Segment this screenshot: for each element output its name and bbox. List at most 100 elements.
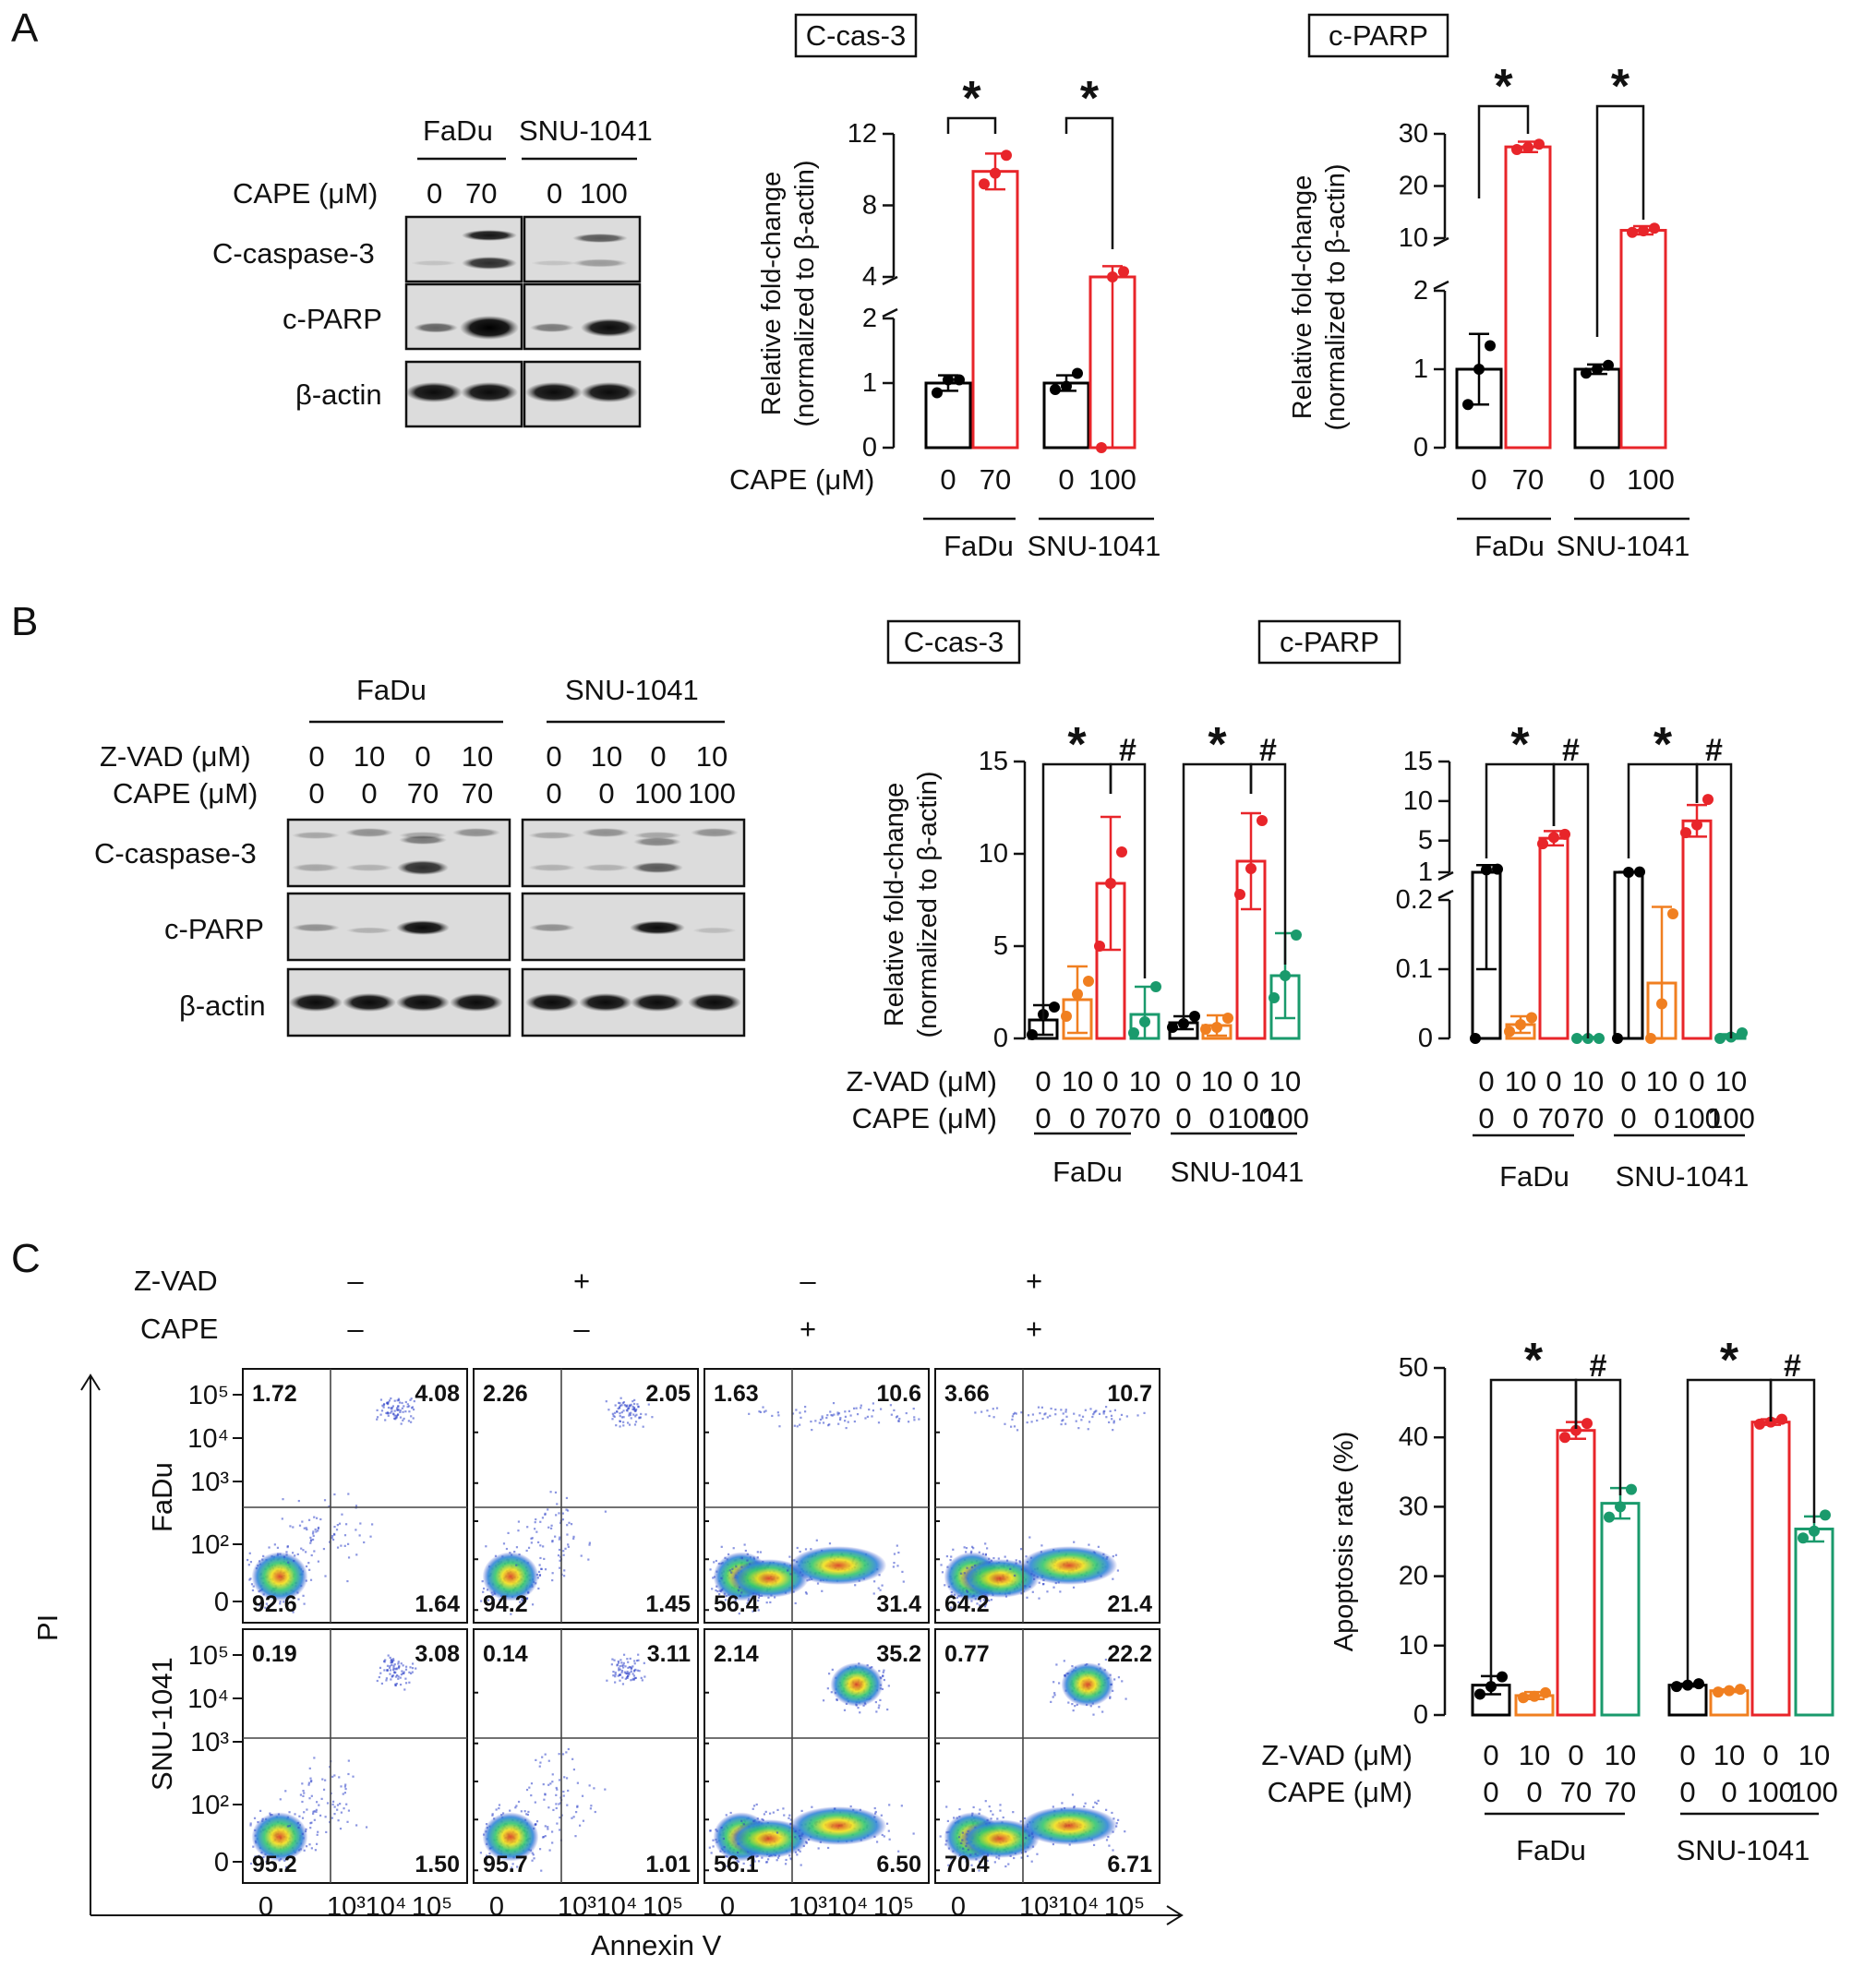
chart-b-ccas3-ytick-label: 15 [979,747,1008,776]
flow-event [730,1601,733,1604]
flow-event [385,1677,388,1680]
flow-event [1098,1663,1100,1666]
flow-event [1116,1569,1120,1572]
flow-event [644,1413,647,1416]
flow-event [562,1790,565,1793]
flow-q-ul: 0.77 [944,1641,990,1667]
flow-event [965,1551,968,1553]
flow-event [336,1524,339,1527]
blot-b-cape-2: 70 [407,777,439,810]
flow-event [1012,1811,1015,1814]
flow-event [1143,1411,1146,1414]
flow-event [369,1535,372,1538]
flow-event [391,1406,393,1409]
chart-a-ccas3-xlabels-dose-0: 0 [940,463,956,496]
flow-event [561,1512,564,1515]
flow-event [758,1410,761,1413]
chart-a-cparp-break [1433,280,1449,291]
flow-event [888,1838,891,1841]
flow-event [897,1420,900,1422]
flow-event [342,1793,344,1795]
flow-event [535,1518,537,1521]
flow-q-ul: 0.14 [483,1641,528,1667]
chart-b-cparp-point-3-0 [1571,1033,1582,1044]
flow-event [358,1534,361,1537]
flow-event [748,1412,751,1415]
flow-event [531,1537,534,1540]
flow-event [308,1843,311,1846]
flow-event [1036,1419,1039,1422]
flow-event [566,1533,569,1536]
flow-event [306,1528,308,1531]
flow-event [588,1784,591,1787]
flow-event [582,1819,585,1822]
flow-event [1019,1561,1022,1564]
chart-b-cparp-point-1-1 [1515,1019,1526,1030]
chart-a-cparp-bar-1 [1504,145,1552,450]
chart-a-cparp-point-3-2 [1649,222,1660,234]
chart-a-cparp-xlabels-dose-1: 70 [1512,463,1544,496]
flow-event [482,1590,485,1593]
flow-event [519,1601,522,1603]
blot-a-row-actin: β-actin [295,378,382,411]
flow-zvad-label: Z-VAD [134,1265,218,1297]
flow-event [344,1783,347,1786]
chart-b-ccas3-point-5-0 [1200,1024,1211,1035]
flow-event [555,1793,558,1796]
flow-event [515,1805,518,1807]
flow-event [393,1663,396,1666]
flow-event [873,1580,876,1583]
flow-event [1089,1408,1092,1410]
chart-a-ccas3-point-0-1 [943,374,954,386]
flow-event [555,1514,558,1517]
flow-event [637,1406,640,1409]
band [582,828,630,837]
flow-event [259,1809,262,1812]
chart-a-cparp-point-1-0 [1511,143,1522,155]
flow-event [313,1818,316,1821]
flow-event [736,1851,740,1854]
chart-a-ccas3-ytick-label: 12 [848,119,877,149]
flow-event [411,1671,414,1673]
flow-event [995,1407,999,1409]
flow-event [408,1681,411,1684]
chart-a-ccas3-xlabels-cell-0: FaDu [944,530,1014,562]
flow-event [788,1817,790,1819]
chart-c-apoptosis-xlabels-cape-2: 70 [1560,1776,1592,1808]
flow-event [963,1546,966,1549]
flow-event [530,1541,533,1544]
flow-event [622,1653,626,1656]
flow-event [1109,1696,1112,1698]
chart-b-ccas3-xlabels-zvad-6: 0 [1243,1065,1258,1097]
flow-event [837,1422,840,1425]
flow-event [810,1548,812,1551]
chart-a-cparp-bar-2 [1573,367,1621,450]
flow-event [629,1657,631,1661]
flow-event [913,1419,916,1421]
flow-event [559,1816,561,1819]
chart-a-ccas3-xlabels-dose-2: 0 [1058,463,1074,496]
flow-event [972,1805,975,1809]
flow-event [725,1814,728,1817]
flow-q-ll: 95.2 [252,1852,297,1877]
flow-event [547,1759,550,1762]
flow-event [390,1397,392,1400]
flow-event [638,1417,641,1420]
flow-event [279,1798,282,1801]
flow-event [1102,1410,1105,1413]
flow-q-ur: 2.05 [645,1381,691,1407]
flow-event [881,1584,884,1587]
flow-event [395,1668,398,1671]
flow-event [746,1559,749,1562]
band [399,835,447,845]
flow-event [1060,1409,1063,1411]
flow-event [347,1493,350,1495]
flow-event [249,1577,252,1580]
flow-event [392,1412,395,1415]
blot-b-fadu-label: FaDu [356,674,427,706]
flow-event [871,1415,873,1418]
flow-event [310,1847,313,1850]
flow-event [355,1505,358,1507]
chart-a-cparp-sig-0: * [1494,60,1513,114]
chart-a-ccas3-xlabels-dose-1: 70 [980,463,1011,496]
